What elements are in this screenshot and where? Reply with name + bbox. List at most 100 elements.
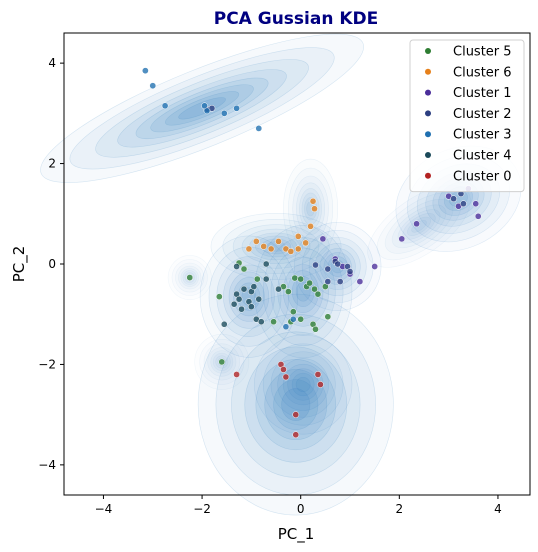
data-point [260,243,268,250]
data-point [257,318,265,326]
kde-contour [222,219,330,274]
data-point [306,279,313,287]
data-point [285,288,292,295]
x-tick-label: −2 [193,502,211,516]
legend-marker [425,152,431,158]
legend-label: Cluster 2 [453,107,512,122]
data-point [312,261,319,269]
kde-contour [367,185,471,268]
kde-contour [178,265,202,290]
data-point [324,278,332,285]
kde-contour-group [197,293,394,516]
kde-contour [277,358,329,411]
kde-contour [384,198,454,254]
data-point [319,235,327,243]
kde-contour [95,59,309,158]
y-tick-label: −2 [38,357,56,371]
data-point [280,366,287,373]
kde-contour [295,376,311,393]
kde-contour [165,91,240,126]
data-point [253,275,261,283]
kde-contour-group [254,225,353,359]
kde-contour [212,352,231,372]
data-point [291,274,299,282]
data-point [287,248,295,255]
data-point [294,233,302,240]
data-point [255,125,263,132]
data-point [218,358,226,366]
y-axis-ticks: −4 −2 0 2 4 [38,56,64,472]
y-tick-label: 4 [48,56,56,70]
kde-contour [288,167,334,250]
legend-marker [425,131,431,138]
data-point [230,300,238,308]
data-point [371,263,379,270]
data-point [297,275,305,283]
kde-contour [210,350,234,374]
kde-contour [241,228,311,265]
kde-contour [283,158,338,259]
kde-contour [178,97,226,120]
kde-contour [199,339,245,385]
data-point [472,200,480,208]
data-point [312,325,319,333]
legend-label: Cluster 6 [453,65,512,80]
kde-contour [194,334,250,390]
kde-contour [281,388,311,421]
kde-contour-group [40,33,364,183]
data-point [294,245,302,253]
data-point [450,195,457,203]
data-point [233,263,240,270]
data-point [413,220,420,228]
chart-title: PCA Gussian KDE [214,9,379,29]
data-point [460,200,467,208]
data-point [289,308,297,316]
kde-contour [40,33,364,183]
legend-label: Cluster 4 [453,149,512,164]
data-point [250,283,258,290]
legend-marker [425,172,431,179]
data-point [255,295,263,303]
kde-contour [223,264,275,329]
data-point [346,268,354,275]
legend-marker [425,68,431,75]
data-point [324,265,332,273]
data-point [317,381,324,388]
legend-marker [425,48,431,54]
data-point [203,107,211,115]
data-point [302,239,309,247]
data-point [311,205,318,213]
kde-contour [69,47,335,170]
kde-contour [203,343,240,381]
kde-contour [135,77,269,140]
data-point [220,109,228,117]
data-point [307,222,314,230]
y-tick-label: −4 [38,458,56,472]
legend-marker [425,110,431,117]
data-point [292,431,300,439]
data-point [270,318,277,326]
x-axis-ticks: −4 −2 0 2 4 [95,495,502,516]
data-point [240,265,248,273]
kde-contour [182,270,197,285]
data-point [161,102,169,110]
data-point [142,67,149,75]
data-point [297,315,305,323]
data-point [252,238,260,245]
data-point [262,275,270,283]
scatter-points-layer [142,67,482,439]
kde-contour [293,222,382,312]
data-point [314,371,322,378]
kde-contour [255,359,337,451]
data-point [275,238,282,245]
data-point [262,260,270,268]
kde-contour [167,255,212,300]
y-axis-label: PC_2 [10,246,29,283]
legend-label: Cluster 3 [453,128,512,143]
data-point [267,245,275,253]
kde-contour [273,379,319,431]
data-point [282,323,290,331]
kde-contour [291,372,315,397]
y-tick-label: 2 [48,157,56,171]
